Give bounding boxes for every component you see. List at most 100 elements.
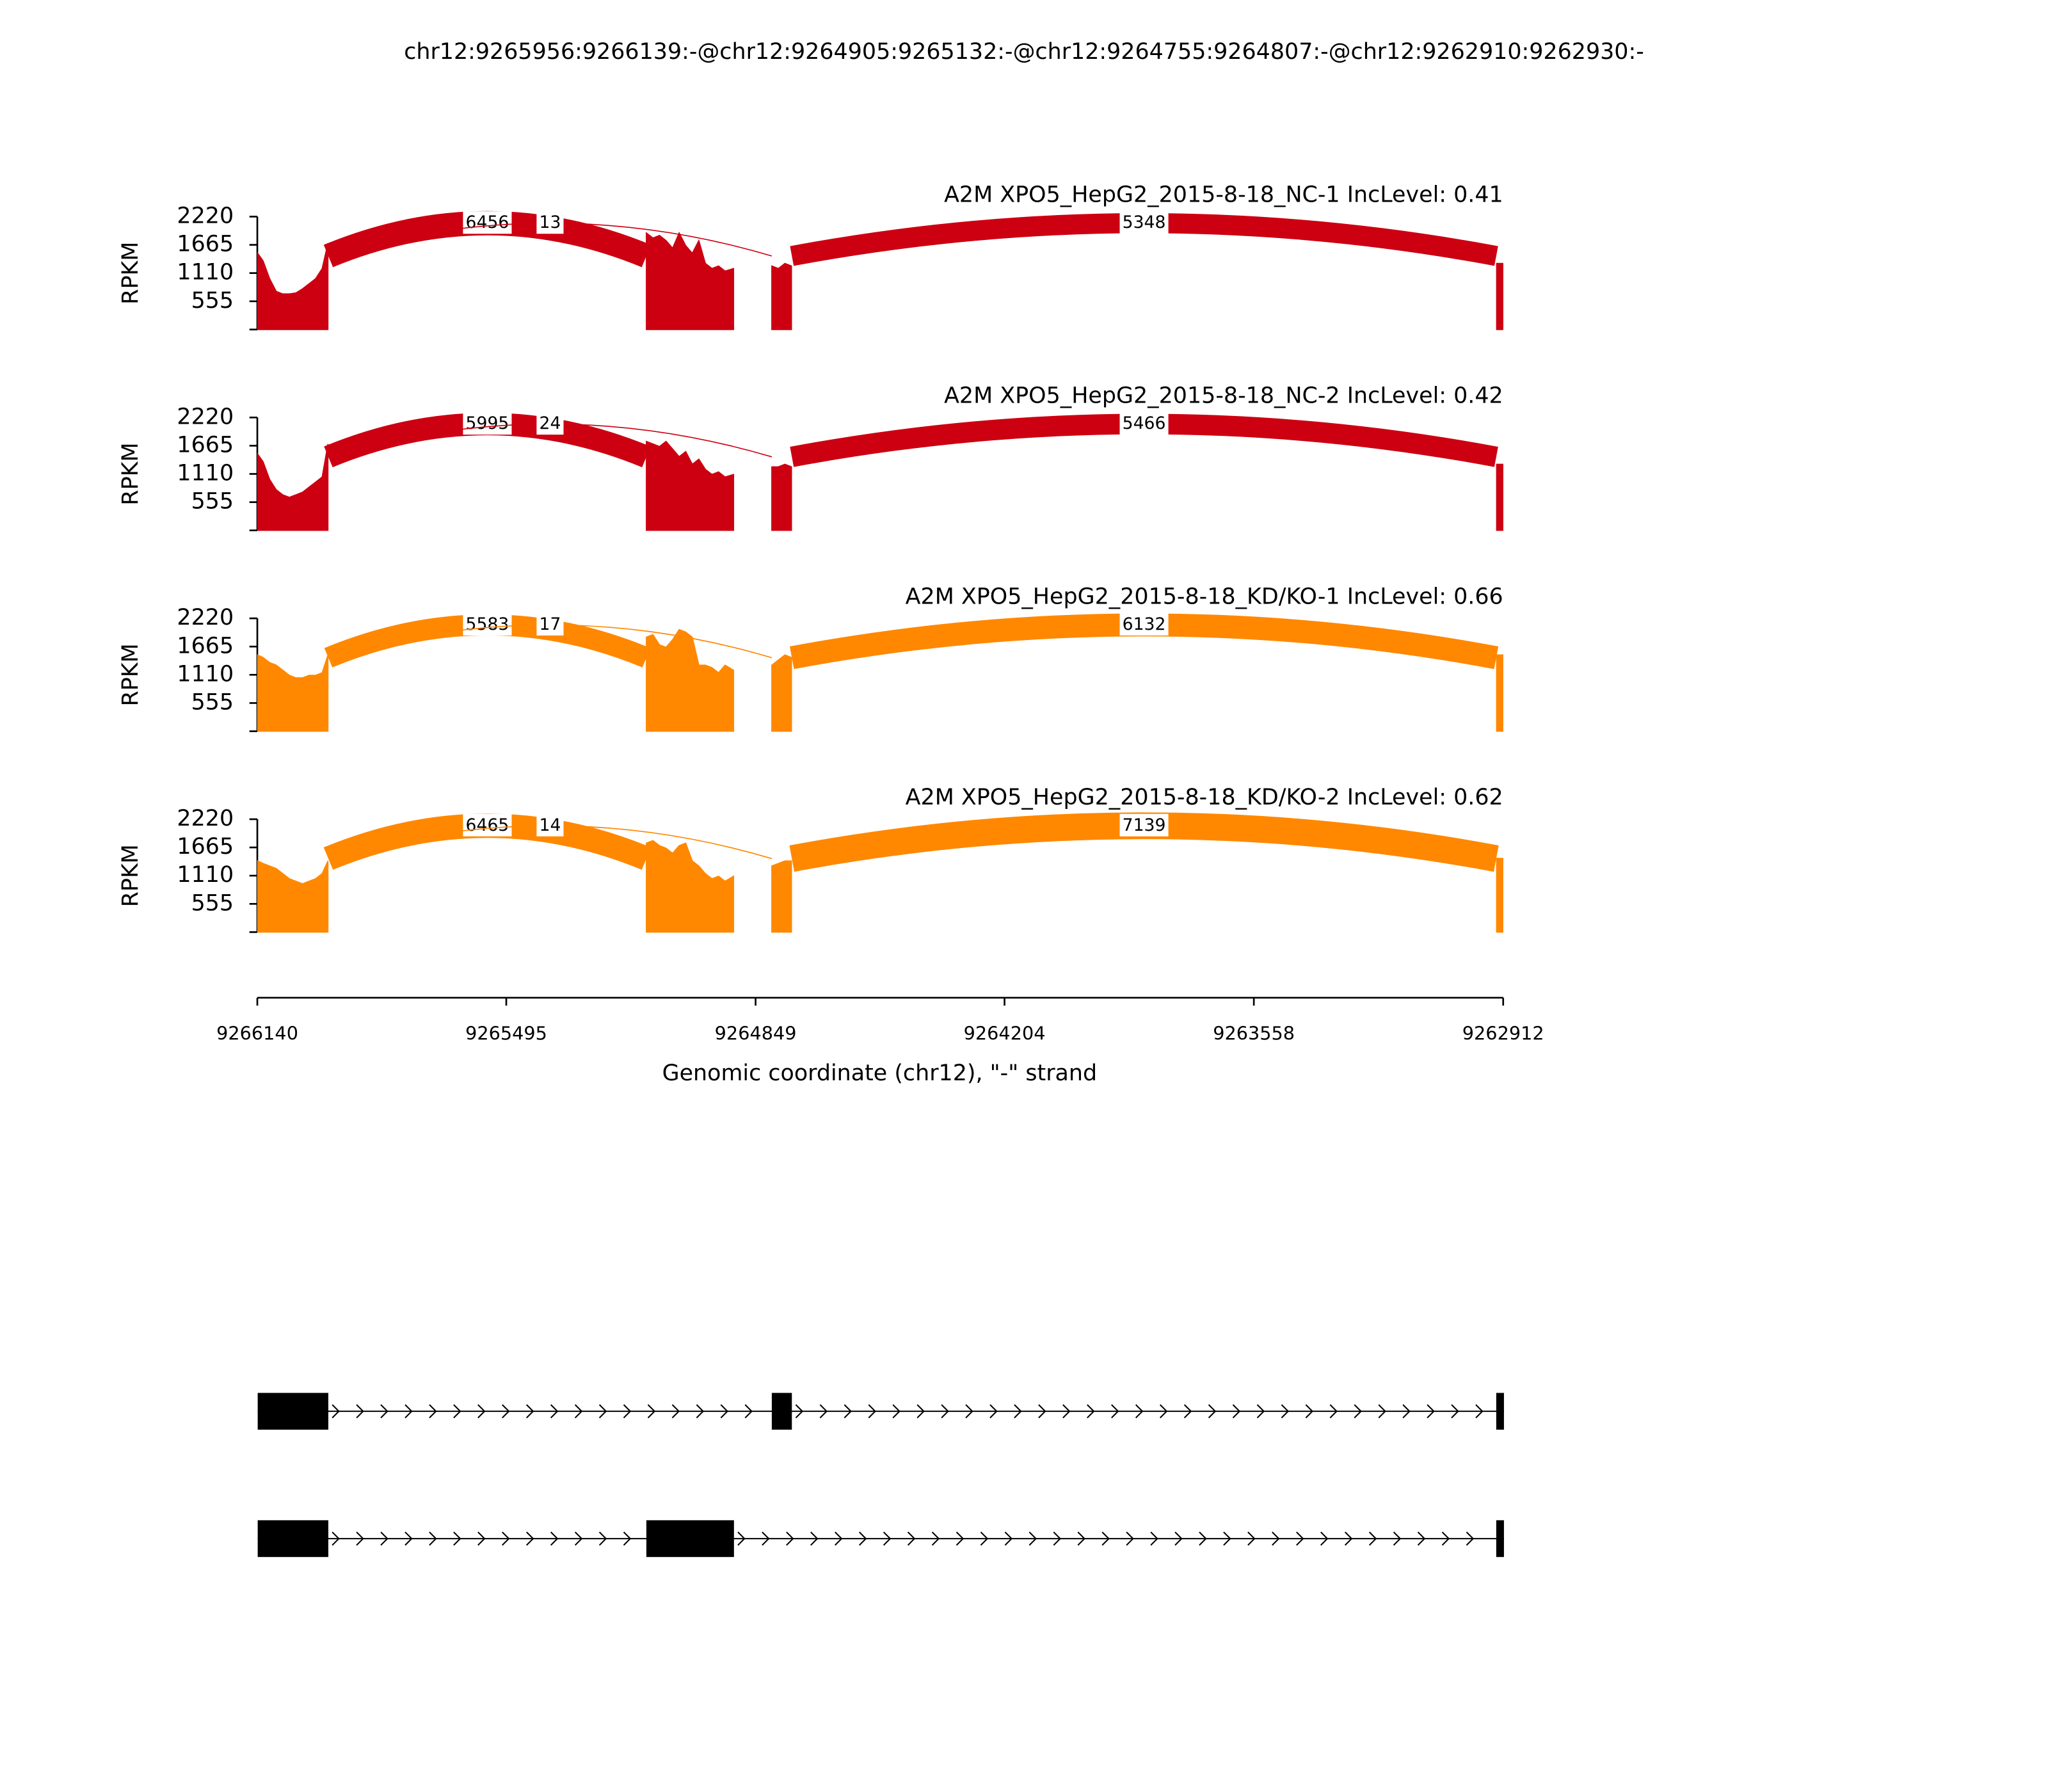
panel-title: A2M XPO5_HepG2_2015-8-18_KD/KO-2 IncLeve… xyxy=(906,785,1503,810)
strand-arrow xyxy=(574,1404,583,1419)
junction-label-bg xyxy=(1119,612,1169,636)
strand-arrow xyxy=(835,1532,843,1546)
exon xyxy=(1496,1520,1504,1557)
exon xyxy=(771,1393,792,1430)
strand-arrow xyxy=(647,1404,656,1419)
strand-arrow xyxy=(858,1532,867,1546)
strand-arrow xyxy=(380,1532,388,1546)
x-tick-label: 9266140 xyxy=(216,1022,298,1044)
strand-arrow xyxy=(1427,1404,1435,1419)
strand-arrow xyxy=(1150,1532,1158,1546)
junction-label-bg xyxy=(1119,412,1169,435)
y-tick-label: 555 xyxy=(191,489,234,515)
panel-title: A2M XPO5_HepG2_2015-8-18_NC-1 IncLevel: … xyxy=(944,182,1503,208)
y-tick-label: 2220 xyxy=(177,203,234,228)
strand-arrow xyxy=(1077,1532,1085,1546)
strand-arrow xyxy=(502,1532,510,1546)
strand-arrow xyxy=(550,1404,559,1419)
strand-arrow xyxy=(819,1404,828,1419)
junction-label: 6456 xyxy=(466,212,509,232)
strand-arrow xyxy=(429,1404,437,1419)
x-tick-label: 9264849 xyxy=(715,1022,797,1044)
strand-arrow xyxy=(1174,1532,1183,1546)
y-tick-label: 2220 xyxy=(177,806,234,831)
junction-label: 5995 xyxy=(466,413,509,433)
strand-arrow xyxy=(1417,1532,1426,1546)
strand-arrow xyxy=(1296,1532,1304,1546)
strand-arrow xyxy=(453,1404,461,1419)
junction-label-bg xyxy=(463,813,512,836)
junction-label: 7139 xyxy=(1123,815,1166,835)
strand-arrow xyxy=(980,1532,989,1546)
strand-arrow xyxy=(1402,1404,1411,1419)
strand-arrow xyxy=(502,1404,510,1419)
strand-arrow xyxy=(550,1532,559,1546)
y-tick-label: 2220 xyxy=(177,605,234,630)
y-tick-label: 1110 xyxy=(177,461,234,486)
junction-label-bg xyxy=(536,412,564,435)
strand-arrow xyxy=(1441,1532,1450,1546)
junction-label-bg xyxy=(1119,813,1169,836)
y-tick-label: 555 xyxy=(191,890,234,916)
strand-arrow xyxy=(1126,1532,1134,1546)
strand-arrow xyxy=(1247,1532,1256,1546)
junction-label: 5583 xyxy=(466,614,509,634)
strand-arrow xyxy=(526,1404,534,1419)
strand-arrow xyxy=(356,1404,364,1419)
strand-arrow xyxy=(526,1532,534,1546)
strand-arrow xyxy=(965,1404,973,1419)
x-tick-label: 9263558 xyxy=(1213,1022,1295,1044)
exon xyxy=(257,1393,329,1430)
strand-arrow xyxy=(795,1404,804,1419)
panel-title: A2M XPO5_HepG2_2015-8-18_NC-2 IncLevel: … xyxy=(944,383,1503,408)
strand-arrow xyxy=(1014,1404,1022,1419)
strand-arrow xyxy=(762,1532,770,1546)
strand-arrow xyxy=(892,1404,900,1419)
strand-arrow xyxy=(916,1404,925,1419)
exon xyxy=(257,1520,329,1557)
strand-arrow xyxy=(1466,1532,1475,1546)
strand-arrow xyxy=(744,1404,753,1419)
strand-arrow xyxy=(907,1532,916,1546)
strand-arrow xyxy=(720,1404,729,1419)
strand-arrow xyxy=(1305,1404,1314,1419)
junction-label: 5348 xyxy=(1123,212,1166,232)
strand-arrow xyxy=(883,1532,892,1546)
junction-label: 14 xyxy=(540,815,561,835)
junction-label: 6465 xyxy=(466,815,509,835)
strand-arrow xyxy=(1159,1404,1168,1419)
y-tick-label: 1665 xyxy=(177,834,234,860)
strand-arrow xyxy=(671,1404,680,1419)
x-tick-label: 9264204 xyxy=(964,1022,1046,1044)
strand-arrow xyxy=(1451,1404,1459,1419)
strand-arrow xyxy=(1393,1532,1402,1546)
strand-arrow xyxy=(332,1404,340,1419)
junction-label-bg xyxy=(463,412,512,435)
y-tick-label: 555 xyxy=(191,288,234,314)
y-axis-label: RPKM xyxy=(118,242,143,305)
strand-arrow xyxy=(1223,1532,1231,1546)
strand-arrow xyxy=(810,1532,819,1546)
strand-arrow xyxy=(477,1532,486,1546)
y-tick-label: 1665 xyxy=(177,432,234,458)
strand-arrow xyxy=(1038,1404,1046,1419)
coverage-area xyxy=(257,840,1503,933)
y-tick-label: 1665 xyxy=(177,633,234,659)
strand-arrow xyxy=(1320,1532,1329,1546)
strand-arrow xyxy=(786,1532,794,1546)
strand-arrow xyxy=(1183,1404,1192,1419)
strand-arrow xyxy=(1208,1404,1217,1419)
y-tick-label: 1110 xyxy=(177,661,234,687)
y-tick-label: 1110 xyxy=(177,862,234,888)
strand-arrow xyxy=(989,1404,998,1419)
coverage-area xyxy=(257,231,1503,330)
junction-label: 17 xyxy=(540,614,561,634)
x-tick-label: 9265495 xyxy=(465,1022,547,1044)
strand-arrow xyxy=(453,1532,461,1546)
y-axis-label: RPKM xyxy=(118,844,143,907)
strand-arrow xyxy=(356,1532,364,1546)
strand-arrow xyxy=(477,1404,486,1419)
strand-arrow xyxy=(429,1532,437,1546)
